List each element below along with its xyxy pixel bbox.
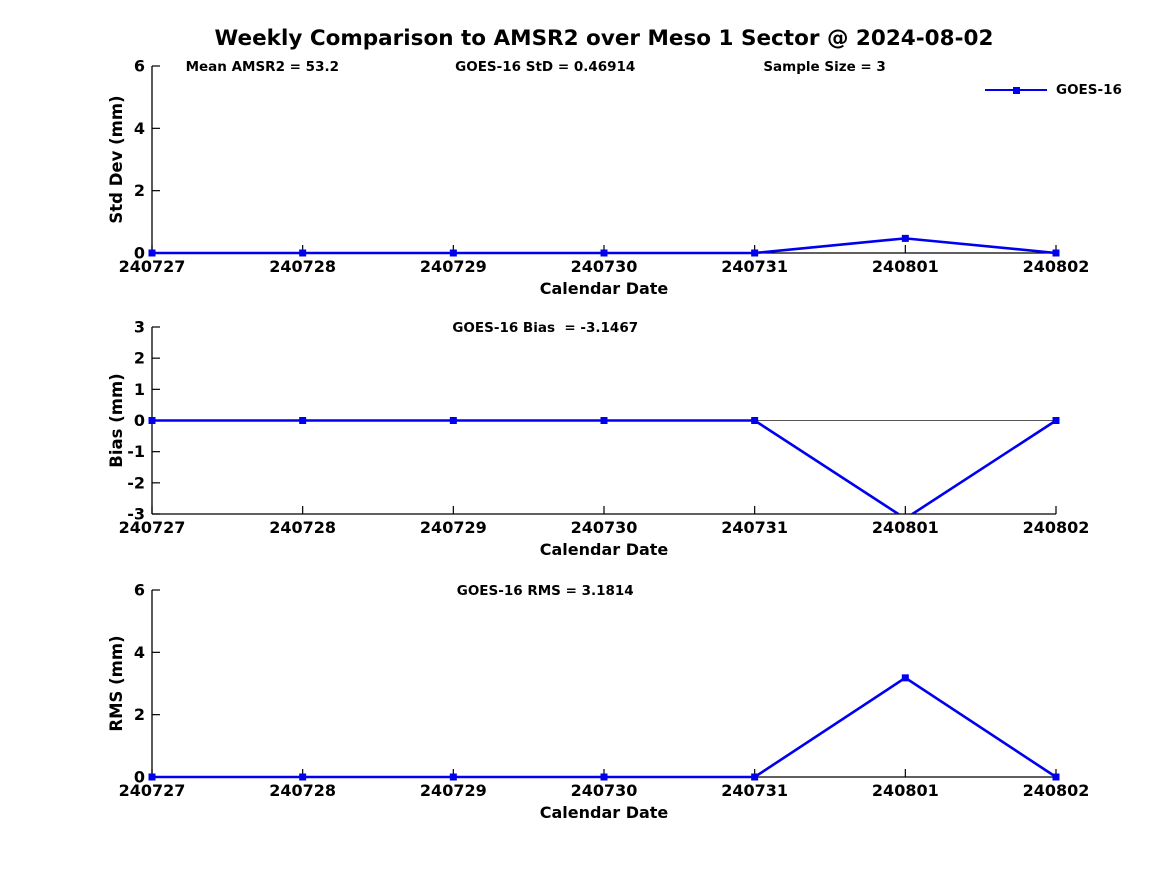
data-point-marker <box>148 773 156 781</box>
x-tick-label: 240727 <box>119 781 186 800</box>
y-tick-label: 0 <box>134 768 145 787</box>
data-point-marker <box>1052 773 1060 781</box>
data-point-marker <box>751 249 759 257</box>
x-tick-label: 240802 <box>1023 257 1090 276</box>
annotation-text: GOES-16 StD = 0.46914 <box>455 59 635 75</box>
y-axis-label: Std Dev (mm) <box>107 95 126 223</box>
y-tick-label: -2 <box>127 473 145 492</box>
y-axis-label: RMS (mm) <box>107 635 126 731</box>
y-tick-label: 2 <box>134 349 145 368</box>
x-tick-label: 240730 <box>571 518 638 537</box>
x-tick-label: 240728 <box>269 518 336 537</box>
x-tick-label: 240801 <box>872 518 939 537</box>
y-axis-label: Bias (mm) <box>107 373 126 467</box>
data-point-marker <box>901 674 909 682</box>
x-tick-label: 240728 <box>269 257 336 276</box>
data-point-marker <box>148 249 156 257</box>
data-point-marker <box>600 417 608 424</box>
x-tick-label: 240727 <box>119 257 186 276</box>
x-tick-label: 240730 <box>571 781 638 800</box>
figure-title: Weekly Comparison to AMSR2 over Meso 1 S… <box>214 26 994 51</box>
y-tick-label: -3 <box>127 505 145 524</box>
y-tick-label: 6 <box>134 57 145 76</box>
subplot-svg-rms: 0 2 4 6 240727 240728 240729 240730 240731 240801… <box>107 581 1090 823</box>
annotation-text: GOES-16 Bias = -3.1467 <box>452 320 638 336</box>
data-point-marker <box>751 417 759 424</box>
data-point-marker <box>299 773 307 781</box>
annotation-text: Mean AMSR2 = 53.2 <box>186 59 339 75</box>
y-tick-label: 3 <box>134 318 145 337</box>
y-tick-label: 4 <box>134 643 145 662</box>
x-axis-label: Calendar Date <box>540 279 669 298</box>
x-tick-label: 240727 <box>119 518 186 537</box>
x-tick-label: 240731 <box>721 781 788 800</box>
x-tick-label: 240801 <box>872 781 939 800</box>
annotation-text: GOES-16 RMS = 3.1814 <box>457 583 634 599</box>
x-tick-label: 240730 <box>571 257 638 276</box>
x-axis-label: Calendar Date <box>540 803 669 822</box>
data-point-marker <box>600 249 608 257</box>
data-point-marker <box>299 417 307 424</box>
y-tick-label: 2 <box>134 181 145 200</box>
legend-square-marker-icon <box>1012 86 1020 94</box>
series-line <box>152 419 1057 514</box>
x-tick-label: 240731 <box>721 257 788 276</box>
data-point-marker <box>1052 249 1060 257</box>
data-point-marker <box>449 249 457 257</box>
data-point-marker <box>299 249 307 257</box>
legend-line-sample <box>985 82 1047 98</box>
x-tick-label: 240802 <box>1023 518 1090 537</box>
y-tick-label: 2 <box>134 705 145 724</box>
data-point-marker <box>1052 417 1060 424</box>
x-tick-label: 240729 <box>420 518 487 537</box>
data-point-marker <box>449 773 457 781</box>
legend: GOES-16 <box>985 82 1122 98</box>
series-line <box>152 676 1057 779</box>
y-tick-label: -1 <box>127 442 145 461</box>
x-tick-label: 240729 <box>420 781 487 800</box>
x-tick-label: 240731 <box>721 518 788 537</box>
legend-label: GOES-16 <box>1056 82 1122 98</box>
subplot-svg-stddev: 0 2 4 6 240727 240728 240729 240730 240731 240801… <box>107 57 1090 299</box>
x-tick-label: 240728 <box>269 781 336 800</box>
subplot-stddev: 0 2 4 6 240727 240728 240729 240730 240731 240801… <box>0 20 1167 300</box>
y-tick-label: 6 <box>134 581 145 600</box>
y-tick-label: 0 <box>134 411 145 430</box>
data-point-marker <box>600 773 608 781</box>
y-tick-label: 4 <box>134 119 145 138</box>
data-point-marker <box>751 773 759 781</box>
subplot-rms: 0 2 4 6 240727 240728 240729 240730 240731 240801… <box>0 544 1167 824</box>
y-tick-label: 0 <box>134 244 145 263</box>
x-tick-label: 240729 <box>420 257 487 276</box>
data-point-marker <box>148 417 156 424</box>
data-point-marker <box>449 417 457 424</box>
x-tick-label: 240801 <box>872 257 939 276</box>
data-point-marker <box>901 234 909 242</box>
x-tick-label: 240802 <box>1023 781 1090 800</box>
y-tick-label: 1 <box>134 380 145 399</box>
subplot-bias: 3 2 1 0 -1 -2 -3 240727 240728 240729 240730 240731… <box>0 281 1167 561</box>
annotation-text: Sample Size = 3 <box>763 59 886 75</box>
x-axis-label: Calendar Date <box>540 540 669 559</box>
